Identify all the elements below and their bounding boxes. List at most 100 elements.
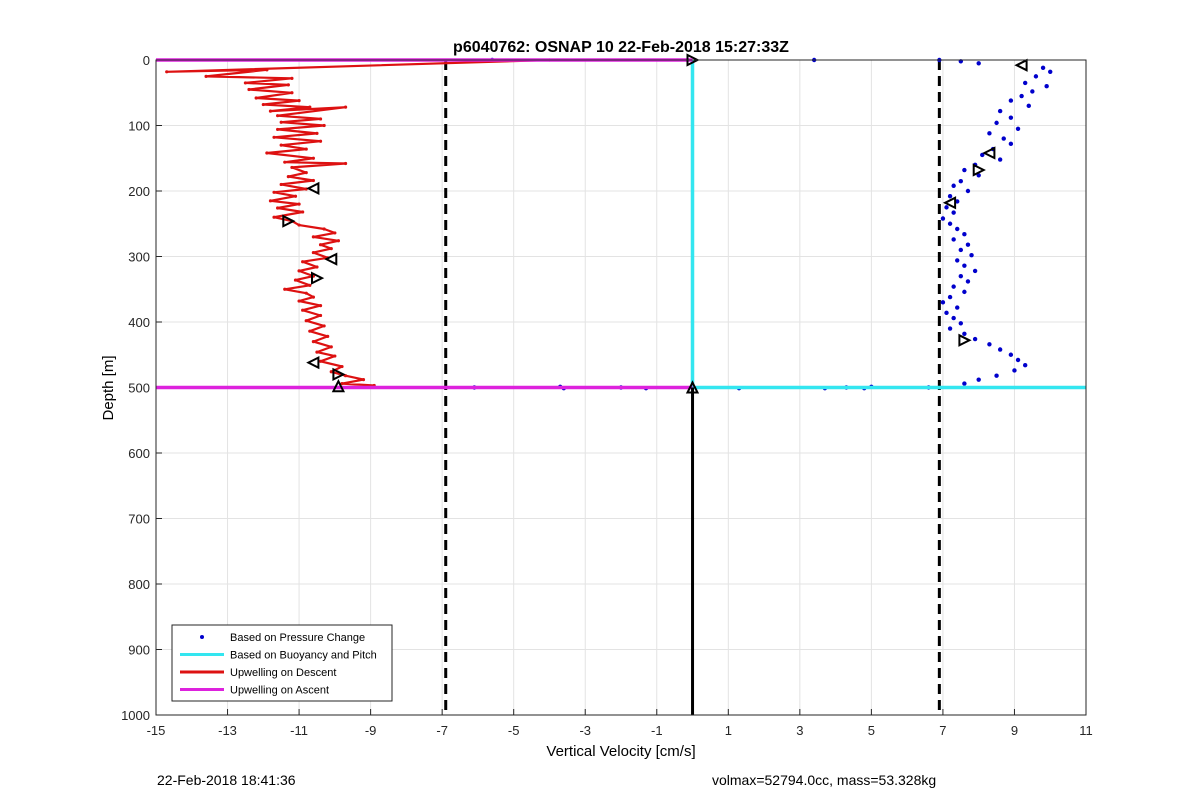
descent-upwelling-point [315,265,319,269]
descent-upwelling-point [304,147,308,151]
descent-upwelling-point [268,109,273,113]
pressure-change-point [962,232,967,237]
x-tick-label: -13 [218,723,237,738]
descent-upwelling-point [304,291,308,295]
pressure-change-point [951,183,956,188]
pressure-change-point [955,305,960,310]
descent-upwelling-point [340,381,344,386]
descent-upwelling-point [333,354,337,358]
descent-upwelling-point [290,165,294,170]
pressure-change-point [962,381,967,386]
footer-timestamp: 22-Feb-2018 18:41:36 [157,772,296,788]
series-layer [156,57,1086,391]
triangle-marker [972,163,986,177]
footer-volmax-mass: volmax=52794.0cc, mass=53.328kg [712,772,937,788]
pressure-change-point [1019,93,1024,99]
descent-upwelling-point [311,235,315,239]
triangle-marker [942,196,957,210]
descent-upwelling-point [293,194,298,198]
descent-upwelling-point [333,231,337,235]
descent-upwelling-point [318,304,323,308]
descent-upwelling-point [261,102,265,107]
descent-upwelling-point [304,171,308,175]
pressure-change-point [994,120,999,126]
y-tick-label: 400 [128,315,150,330]
legend-entry-label: Based on Buoyancy and Pitch [230,650,377,662]
pressure-change-point [997,347,1003,352]
descent-upwelling-point [308,329,312,333]
pressure-change-point [997,108,1003,114]
pressure-change-point [962,331,967,336]
descent-upwelling-point [272,190,276,194]
pressure-change-point [940,300,946,305]
descent-upwelling-point [286,83,290,87]
y-axis-label: Depth [m] [100,355,117,420]
pressure-change-point [955,226,960,232]
triangle-marker [1014,58,1028,72]
descent-upwelling-point [301,308,305,312]
pressure-change-point [955,199,960,204]
descent-upwelling-point [276,114,280,118]
descent-upwelling-point [311,295,315,299]
descent-upwelling-point [329,370,333,374]
descent-upwelling-point [276,206,280,210]
descent-upwelling-point [311,250,315,255]
x-tick-label: 9 [1011,723,1018,738]
pressure-change-point [1001,136,1006,141]
descent-upwelling-point [336,239,341,243]
triangle-marker [306,355,320,370]
triangle-marker [331,378,346,393]
marker-layer [282,53,1028,715]
x-tick-label: -11 [290,723,308,738]
descent-upwelling-point [276,127,280,132]
descent-upwelling-point [279,143,283,147]
y-tick-label: 300 [128,250,150,265]
pressure-change-point [958,178,964,184]
legend: Based on Pressure Change Based on Buoyanc… [171,624,393,702]
pressure-change-point [1022,80,1028,86]
pressure-change-point [1015,126,1021,131]
triangle-marker [306,181,320,196]
descent-upwelling-point [343,161,348,166]
x-tick-label: 11 [1079,723,1093,738]
descent-upwelling-point [343,374,348,378]
pressure-change-point [962,167,967,173]
x-tick-label: -9 [365,723,377,738]
descent-upwelling-point [322,123,326,128]
x-tick-label: 3 [796,723,803,738]
descent-upwelling-point [326,334,330,339]
triangle-marker [982,146,996,160]
descent-upwelling-point [297,99,301,103]
descent-upwelling-point [283,287,287,291]
pressure-change-point [965,188,971,194]
pressure-change-point [1033,74,1039,79]
pressure-change-point [976,377,981,382]
pressure-change-point [962,289,967,295]
descent-upwelling-point [301,260,305,264]
descent-upwelling-point [311,340,315,344]
descent-upwelling-point [322,324,326,328]
descent-upwelling-point [329,345,333,349]
pressure-change-point [1008,141,1014,147]
x-tick-label: -3 [579,723,591,738]
descent-upwelling-point [297,269,301,273]
descent-upwelling-point [311,156,315,160]
plot-frame [155,59,1087,716]
pressure-change-point [994,373,999,378]
y-tick-label: 0 [143,53,150,68]
descent-upwelling-point [315,131,319,135]
pressure-change-point [944,310,949,316]
pressure-change-point [958,247,964,253]
pressure-change-point [987,131,992,136]
descent-upwelling-point [290,76,294,80]
pressure-change-point [1048,69,1053,74]
pressure-change-point [1026,103,1031,109]
y-tick-label: 800 [128,577,150,592]
pressure-change-point [1040,65,1046,71]
descent-upwelling-point [301,210,305,214]
descent-upwelling-point [247,87,251,92]
pressure-change-point [976,61,981,66]
triangle-marker [332,367,346,382]
descent-upwelling-point [318,139,323,143]
descent-upwelling-point [318,359,323,363]
